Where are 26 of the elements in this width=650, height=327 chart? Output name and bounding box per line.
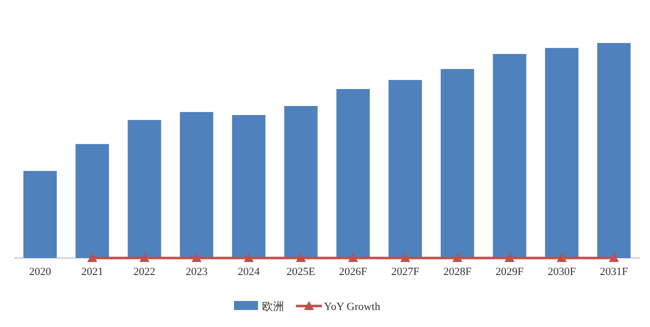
bar	[23, 170, 57, 258]
x-tick-label: 2023	[186, 266, 208, 278]
bar	[388, 80, 422, 258]
x-tick-label: 2027F	[391, 266, 420, 278]
bar	[232, 115, 266, 258]
x-tick-label: 2028F	[443, 266, 472, 278]
x-tick-label: 2020	[29, 266, 52, 278]
bar	[180, 112, 214, 258]
x-tick-label: 2024	[238, 266, 260, 278]
bar	[336, 89, 370, 258]
x-tick-label: 2030F	[548, 266, 576, 278]
x-tick-label: 2031F	[600, 266, 628, 278]
bar	[440, 69, 474, 258]
bar	[545, 48, 578, 258]
x-tick-label: 2026F	[339, 266, 368, 278]
x-tick-label: 2021	[81, 266, 104, 278]
legend-label: 欧洲	[262, 300, 284, 313]
bar	[128, 120, 162, 258]
legend-label: YoY Growth	[324, 301, 381, 313]
bar	[284, 106, 318, 258]
x-tick-label: 2029F	[496, 266, 524, 278]
bar	[492, 54, 526, 258]
bar	[76, 144, 109, 258]
x-tick-label: 2022	[133, 266, 156, 278]
x-tick-label: 2025E	[286, 266, 316, 278]
bar	[597, 43, 631, 258]
